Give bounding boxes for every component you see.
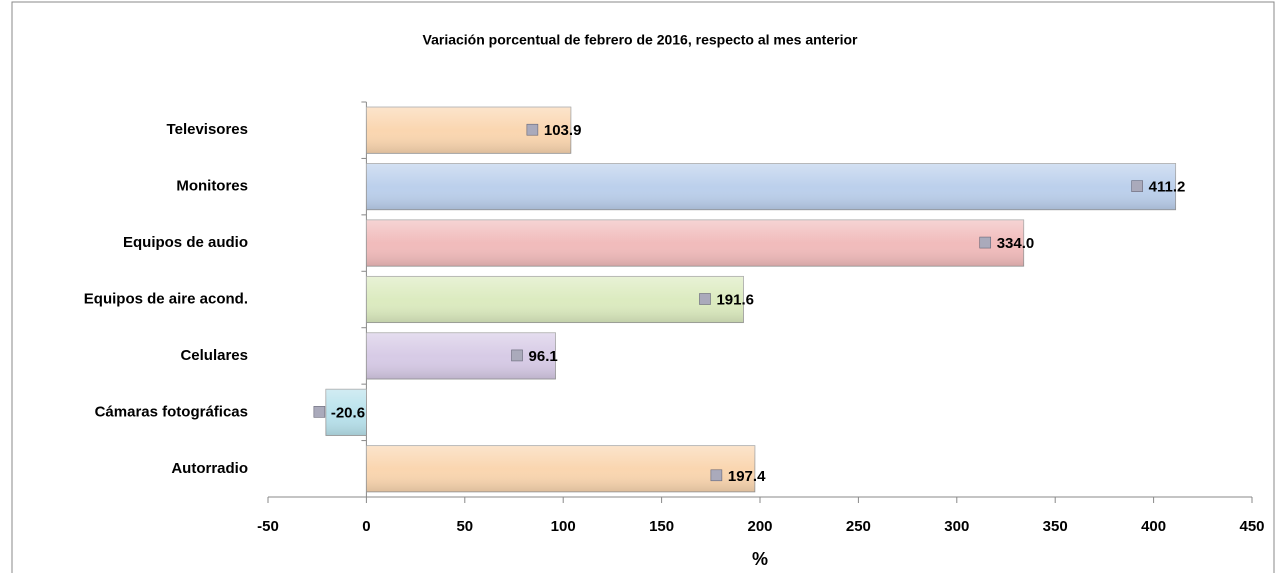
chart-title: Variación porcentual de febrero de 2016,… (423, 32, 859, 48)
x-tick-label: 0 (362, 518, 370, 535)
x-tick-label: 100 (551, 518, 576, 535)
value-label: 191.6 (716, 291, 754, 308)
value-label: 103.9 (544, 122, 582, 139)
value-label: 411.2 (1149, 179, 1186, 196)
value-label: -20.6 (331, 404, 365, 421)
value-marker (699, 293, 711, 305)
y-tick-label: Monitores (176, 178, 248, 195)
x-axis-label: % (752, 549, 768, 569)
bar-shade (366, 332, 556, 380)
value-label: 197.4 (728, 468, 766, 485)
bar-shade (366, 163, 1176, 210)
x-tick-label: 400 (1141, 518, 1166, 535)
value-marker (979, 236, 992, 249)
y-tick-label: Autorradio (171, 460, 248, 477)
y-tick-label: Celulares (180, 347, 248, 364)
value-marker (710, 469, 723, 482)
x-tick-label: 250 (846, 518, 871, 535)
bar-shade (366, 107, 571, 154)
y-tick-label: Equipos de aire acond. (84, 290, 248, 307)
bar-shade (366, 445, 755, 492)
x-tick-label: 450 (1239, 518, 1264, 535)
x-tick-label: 300 (944, 518, 969, 535)
chart-border (11, 1, 1275, 573)
value-marker (1131, 180, 1143, 192)
value-marker (526, 123, 539, 136)
value-label: 96.1 (529, 348, 558, 365)
y-tick-label: Cámaras fotográficas (95, 403, 248, 420)
bar-shade (366, 276, 744, 323)
value-label: 334.0 (997, 235, 1035, 252)
value-marker (511, 349, 523, 362)
x-tick-label: 50 (456, 518, 473, 535)
x-tick-label: 350 (1043, 518, 1068, 535)
value-marker (313, 406, 326, 418)
y-tick-label: Televisores (167, 121, 248, 138)
y-tick-label: Equipos de audio (123, 234, 248, 251)
x-tick-label: -50 (257, 518, 279, 535)
x-tick-label: 150 (649, 518, 674, 535)
bar-shade (325, 389, 367, 436)
bar-shade (366, 219, 1024, 267)
x-tick-label: 200 (747, 518, 772, 535)
